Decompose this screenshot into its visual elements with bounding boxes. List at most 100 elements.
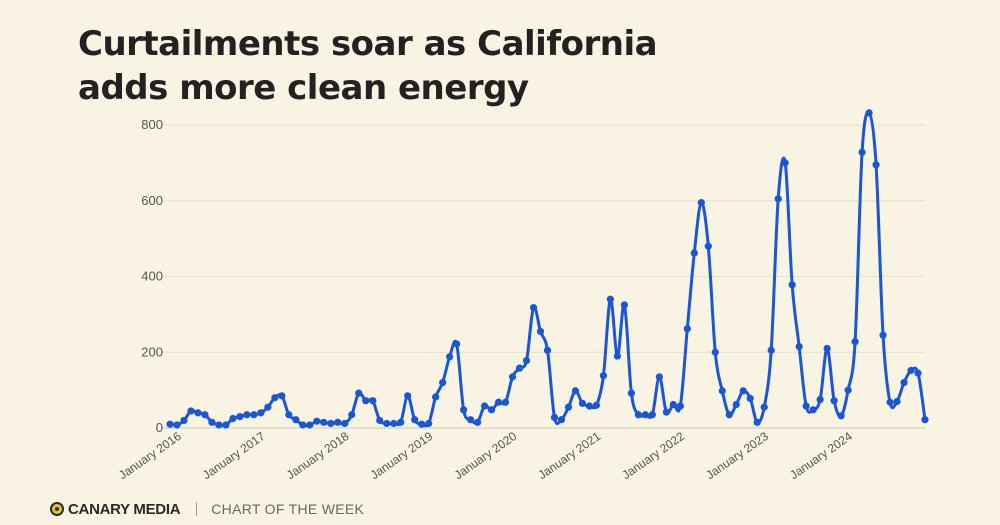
data-point [914, 369, 922, 377]
data-point [564, 403, 573, 411]
footer-divider [196, 502, 198, 516]
data-point [411, 416, 419, 424]
y-tick-label: 600 [141, 193, 163, 208]
data-point [425, 419, 433, 428]
data-point [585, 402, 594, 410]
y-tick-label: 0 [156, 420, 163, 435]
data-point [236, 413, 244, 421]
chart-title-line-2: adds more clean energy [78, 68, 529, 108]
data-point [313, 417, 321, 425]
data-point [278, 392, 286, 400]
data-point [467, 416, 475, 424]
x-tick-label: January 2023 [703, 429, 771, 482]
data-point [173, 421, 181, 429]
data-point [473, 418, 482, 426]
data-point [515, 364, 524, 372]
x-tick-label: January 2024 [787, 429, 855, 482]
data-point [557, 416, 566, 424]
data-point [446, 353, 454, 361]
x-tick-label: January 2020 [452, 429, 520, 482]
data-point [781, 159, 789, 167]
data-point [285, 411, 293, 419]
data-point [243, 411, 251, 419]
data-point [872, 161, 880, 169]
data-point [732, 400, 740, 409]
data-point [893, 397, 901, 406]
data-point [320, 418, 328, 426]
data-point [487, 406, 496, 414]
data-point [180, 416, 188, 425]
data-point [306, 421, 314, 429]
data-point [823, 344, 831, 353]
data-point [432, 393, 440, 401]
data-point [271, 394, 279, 402]
data-point [292, 416, 300, 424]
data-point [886, 398, 894, 406]
data-point [334, 418, 342, 426]
data-point [760, 403, 768, 411]
data-point [718, 387, 726, 395]
data-point [369, 397, 377, 405]
data-point [480, 402, 489, 410]
data-point [858, 148, 866, 156]
data-point [669, 400, 677, 409]
data-point [550, 413, 559, 421]
data-point [341, 419, 349, 428]
data-point [166, 420, 174, 428]
data-point [383, 419, 391, 428]
data-point [739, 387, 747, 395]
data-point [676, 402, 684, 410]
data-point [397, 418, 405, 426]
data-point [900, 378, 908, 387]
data-point [529, 303, 538, 312]
data-point [264, 403, 272, 411]
data-point [655, 373, 663, 381]
data-point [522, 356, 531, 365]
data-point [697, 199, 705, 207]
x-tick-label: January 2022 [619, 429, 687, 482]
data-point [683, 325, 691, 333]
data-point [648, 411, 656, 419]
data-point [921, 416, 929, 424]
data-point [662, 408, 670, 416]
x-tick-label: January 2017 [200, 429, 268, 482]
data-point [348, 411, 356, 419]
data-point [418, 420, 426, 428]
data-point [634, 411, 642, 419]
data-point [578, 399, 587, 407]
data-point [299, 421, 307, 429]
data-point [592, 401, 601, 409]
data-point [355, 389, 363, 397]
y-tick-label: 800 [141, 117, 163, 132]
data-point [606, 295, 615, 303]
data-point [809, 406, 817, 414]
x-tick-label: January 2021 [536, 429, 604, 482]
data-point [536, 327, 545, 336]
data-point [627, 389, 635, 397]
data-point [599, 372, 608, 380]
data-point [704, 242, 712, 250]
data-point [830, 397, 838, 405]
data-point [711, 348, 719, 356]
data-point [837, 412, 845, 420]
data-point [851, 338, 859, 346]
data-point [725, 411, 733, 419]
data-point [844, 386, 852, 394]
series-label: CHART OF THE WEEK [211, 501, 365, 517]
data-point [250, 411, 258, 419]
data-point [376, 416, 384, 425]
data-point [746, 394, 754, 403]
data-point [767, 346, 775, 354]
series-line [168, 110, 927, 428]
data-point [571, 387, 580, 395]
data-point [613, 352, 622, 360]
data-point [774, 195, 782, 203]
data-point [390, 419, 398, 428]
y-tick-label: 400 [141, 269, 163, 284]
data-point [788, 281, 796, 289]
data-point [257, 409, 265, 417]
canary-logo-icon [50, 502, 64, 516]
chart-title: Curtailments soar as California adds mor… [78, 22, 778, 110]
data-point [753, 418, 761, 426]
